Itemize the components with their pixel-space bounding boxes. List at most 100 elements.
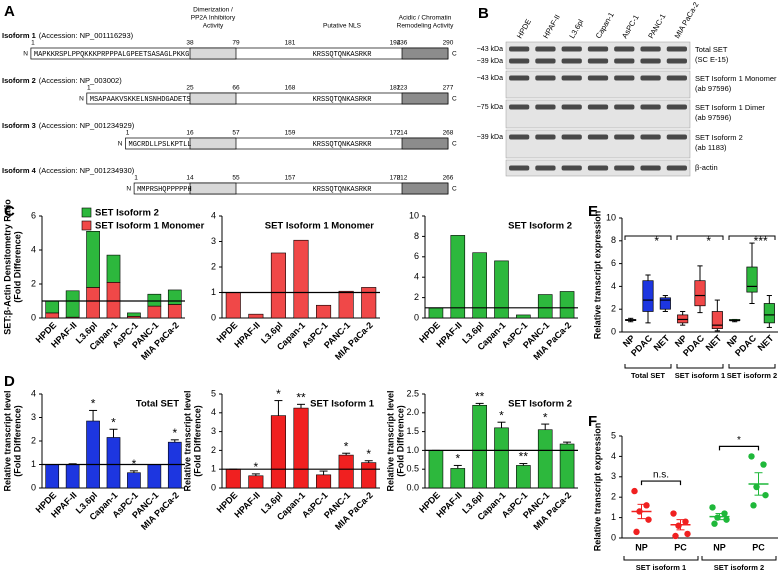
- panel-label: C: [4, 203, 15, 220]
- residue-position: 157: [285, 175, 296, 182]
- y-tick-label: 2: [211, 445, 216, 455]
- bar: [559, 291, 575, 319]
- bar: [450, 235, 466, 319]
- y-axis-label: SET:β-Actin Densitometry Ratio: [2, 199, 12, 335]
- x-tick-label: PC: [752, 542, 765, 552]
- group-label: SET isoform 1: [675, 371, 725, 380]
- data-point: [721, 510, 728, 517]
- blot-band: [666, 58, 687, 64]
- box: [746, 266, 758, 293]
- sequence: MMPRSHQPPPPPH: [137, 186, 192, 194]
- significance-bracket: [718, 445, 760, 451]
- group-label: SET isoform 1: [636, 563, 686, 572]
- c-terminus: C: [452, 141, 457, 148]
- size-marker: ~43 kDa: [477, 46, 503, 53]
- y-tick-label: 10: [606, 212, 616, 222]
- sequence: MAPKKRSPLPPQKKKPRPPPALGPEETSASAGLPKKG: [34, 51, 189, 59]
- dimerization-domain: [189, 47, 237, 60]
- blot-band: [666, 165, 687, 171]
- blot-band: [561, 75, 582, 81]
- bar: [537, 294, 553, 319]
- y-axis-label: (Fold Difference): [395, 405, 405, 477]
- residue-position: 25: [186, 85, 194, 92]
- y-tick-label: 0: [611, 326, 616, 336]
- y-tick-label: 8: [414, 231, 419, 241]
- data-point: [643, 502, 650, 509]
- bar: [106, 437, 121, 489]
- blot-band: [509, 75, 530, 81]
- y-axis-label: Relative transcript level: [385, 390, 395, 491]
- bar-segment: [147, 293, 162, 307]
- bar: [248, 475, 264, 489]
- data-point: [645, 516, 652, 523]
- data-point: [723, 516, 730, 523]
- y-tick-label: 3: [31, 412, 36, 422]
- bar-segment: [127, 312, 141, 317]
- significance: *: [737, 435, 741, 446]
- y-tick-label: 1: [211, 287, 216, 297]
- x-tick-label: HPAF-II: [232, 490, 262, 520]
- domain-header: Dimerization /: [193, 7, 233, 14]
- bar: [338, 290, 354, 319]
- blot-label: (ab 97596): [695, 84, 732, 93]
- y-tick-label: 2: [211, 261, 216, 271]
- isoform-name: Isoform 4: [2, 166, 37, 175]
- residue-position: 290: [443, 40, 454, 47]
- residue-position: 66: [232, 85, 240, 92]
- isoform-name: Isoform 3: [2, 121, 36, 130]
- y-tick-label: 4: [31, 388, 36, 398]
- bar: [293, 239, 309, 319]
- bar-segment: [106, 281, 121, 319]
- residue-position: 268: [443, 130, 454, 137]
- group-label: SET isoform 2: [727, 371, 777, 380]
- blot-band: [587, 104, 609, 110]
- x-tick-label: NP: [635, 542, 648, 552]
- bar-segment: [45, 300, 60, 314]
- y-tick-label: 6: [611, 258, 616, 268]
- sequence: MGCRDLLPSLKPTLL: [129, 141, 192, 149]
- significance: *: [706, 234, 711, 248]
- blot-label: (ab 1183): [695, 143, 727, 152]
- blot-strip: [505, 41, 691, 70]
- group-bracket: [624, 364, 672, 369]
- blot-band: [535, 58, 556, 64]
- residue-position: 170: [390, 175, 401, 182]
- chart-title: Total SET: [136, 399, 179, 410]
- blot-label: SET Isoform 2: [695, 133, 743, 142]
- c-terminus: C: [452, 186, 457, 193]
- bar: [516, 314, 531, 319]
- y-tick-label: 0.5: [406, 464, 419, 474]
- blot-strip: [505, 129, 691, 159]
- residue-position: 266: [443, 175, 454, 182]
- blot-label: SET Isoform 1 Dimer: [695, 103, 765, 112]
- group-bracket: [701, 556, 777, 561]
- data-point: [709, 504, 716, 511]
- residue-position: 57: [232, 130, 240, 137]
- bar: [86, 420, 100, 489]
- y-tick-label: 0: [31, 482, 36, 492]
- bar-segment: [106, 254, 121, 283]
- y-tick-label: 4: [611, 281, 616, 291]
- x-tick-label: NET: [704, 333, 724, 353]
- isoform-name: Isoform 2: [2, 76, 36, 85]
- box: [694, 280, 706, 307]
- significance-bracket: [624, 235, 672, 240]
- acidic-domain: [401, 182, 449, 195]
- bar: [270, 252, 286, 319]
- residue-position: 236: [397, 40, 408, 47]
- nls-sequence: KRSSQTQNKASRKR: [313, 141, 373, 149]
- residue-position: 172: [390, 130, 401, 137]
- data-point: [762, 491, 769, 499]
- significance: **: [519, 450, 529, 464]
- significance: **: [475, 390, 485, 404]
- lane-label: L3.6pl: [567, 18, 585, 40]
- domain-header: Acidic / Chromatin: [399, 15, 452, 22]
- nls-sequence: KRSSQTQNKASRKR: [313, 51, 373, 59]
- bar: [450, 468, 466, 489]
- n-terminus: N: [23, 51, 28, 58]
- y-tick-label: 1.5: [406, 426, 419, 436]
- dimerization-domain: [189, 182, 237, 195]
- lane-label: HPAF-II: [541, 13, 562, 40]
- residue-position: 277: [443, 85, 454, 92]
